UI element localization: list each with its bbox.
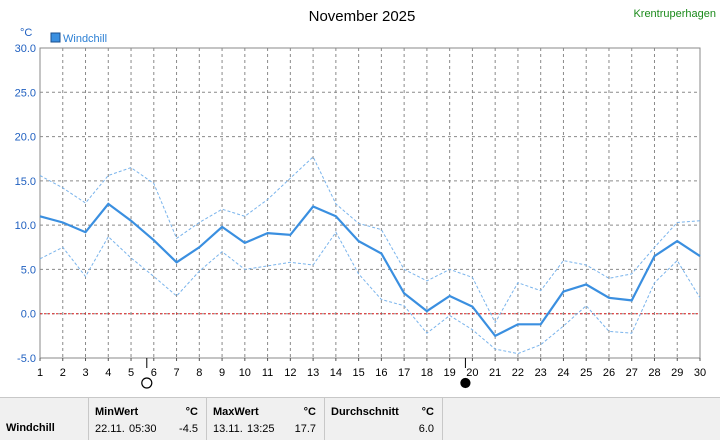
- stats-avg-header: Durchschnitt: [331, 406, 399, 418]
- stats-avg-value: 6.0: [418, 423, 434, 435]
- stats-min-header: MinWert: [95, 406, 139, 418]
- x-tick-label: 16: [375, 367, 387, 379]
- x-tick-label: 14: [330, 367, 342, 379]
- windchill-chart: November 2025 Krentruperhagen °C Windchi…: [15, 8, 716, 389]
- stats-max-cell: MaxWert °C 13.11. 13:25 17.7: [206, 398, 324, 440]
- x-tick-label: 21: [489, 367, 501, 379]
- y-tick-label: 20.0: [15, 132, 36, 144]
- stats-min-time: 05:30: [129, 423, 157, 435]
- x-tick-label: 12: [284, 367, 296, 379]
- y-tick-label: 30.0: [15, 43, 36, 55]
- windchill-max-line: [39, 156, 701, 324]
- x-tick-label: 20: [466, 367, 478, 379]
- stats-min-date: 22.11.: [95, 423, 125, 435]
- y-tick-label: -5.0: [17, 353, 36, 365]
- x-tick-label: 2: [60, 367, 66, 379]
- windchill-min-line: [39, 231, 701, 355]
- stats-min-cell: MinWert °C 22.11. 05:30 -4.5: [88, 398, 206, 440]
- y-tick-label: 25.0: [15, 87, 36, 99]
- y-tick-label: 5.0: [21, 264, 36, 276]
- x-tick-label: 4: [105, 367, 111, 379]
- legend-label: Windchill: [63, 33, 107, 45]
- x-tick-label: 8: [196, 367, 202, 379]
- x-tick-label: 29: [671, 367, 683, 379]
- x-tick-label: 24: [557, 367, 569, 379]
- stats-min-value: -4.5: [179, 423, 198, 435]
- x-tick-label: 11: [262, 367, 273, 379]
- y-tick-label: 0.0: [21, 309, 36, 321]
- stats-avg-cell: Durchschnitt °C 6.0: [324, 398, 443, 440]
- x-tick-label: 3: [82, 367, 88, 379]
- x-tick-label: 28: [648, 367, 660, 379]
- x-tick-label: 18: [421, 367, 433, 379]
- x-tick-label: 22: [512, 367, 524, 379]
- stats-series-label: Windchill: [6, 422, 55, 434]
- x-tick-label: 9: [219, 367, 225, 379]
- stats-max-value: 17.7: [294, 423, 316, 435]
- y-unit-label: °C: [20, 27, 32, 39]
- x-tick-label: 30: [694, 367, 706, 379]
- stats-min-unit: °C: [185, 406, 198, 418]
- y-tick-label: 10.0: [15, 220, 36, 232]
- location-label: Krentruperhagen: [633, 8, 716, 20]
- x-tick-label: 27: [626, 367, 638, 379]
- x-tick-label: 1: [37, 367, 43, 379]
- x-tick-label: 10: [239, 367, 251, 379]
- stats-max-date: 13.11.: [213, 423, 243, 435]
- stats-max-time: 13:25: [247, 423, 275, 435]
- full-moon-icon: [141, 377, 153, 389]
- stats-max-header: MaxWert: [213, 406, 259, 418]
- plot-area: 30.025.020.015.010.05.00.0-5.01 2 3 4 5 6 7 8 9 1…: [15, 43, 706, 389]
- x-tick-label: 19: [444, 367, 456, 379]
- x-tick-label: 5: [128, 367, 134, 379]
- x-tick-label: 13: [307, 367, 319, 379]
- legend-swatch: [50, 32, 61, 43]
- x-tick-label: 17: [398, 367, 410, 379]
- x-tick-label: 15: [352, 367, 364, 379]
- chart-title: November 2025: [309, 8, 416, 25]
- stats-max-unit: °C: [303, 406, 316, 418]
- x-tick-label: 7: [173, 367, 179, 379]
- new-moon-icon: [460, 377, 471, 389]
- plot-frame: [39, 47, 701, 359]
- windchill-line: [39, 202, 701, 338]
- stats-avg-unit: °C: [421, 406, 434, 418]
- x-tick-label: 23: [535, 367, 547, 379]
- y-tick-label: 15.0: [15, 176, 36, 188]
- x-tick-label: 25: [580, 367, 592, 379]
- stats-panel: Windchill MinWert °C 22.11. 05:30 -4.5 M…: [0, 397, 720, 440]
- x-tick-label: 6: [151, 367, 157, 379]
- x-tick-label: 26: [603, 367, 615, 379]
